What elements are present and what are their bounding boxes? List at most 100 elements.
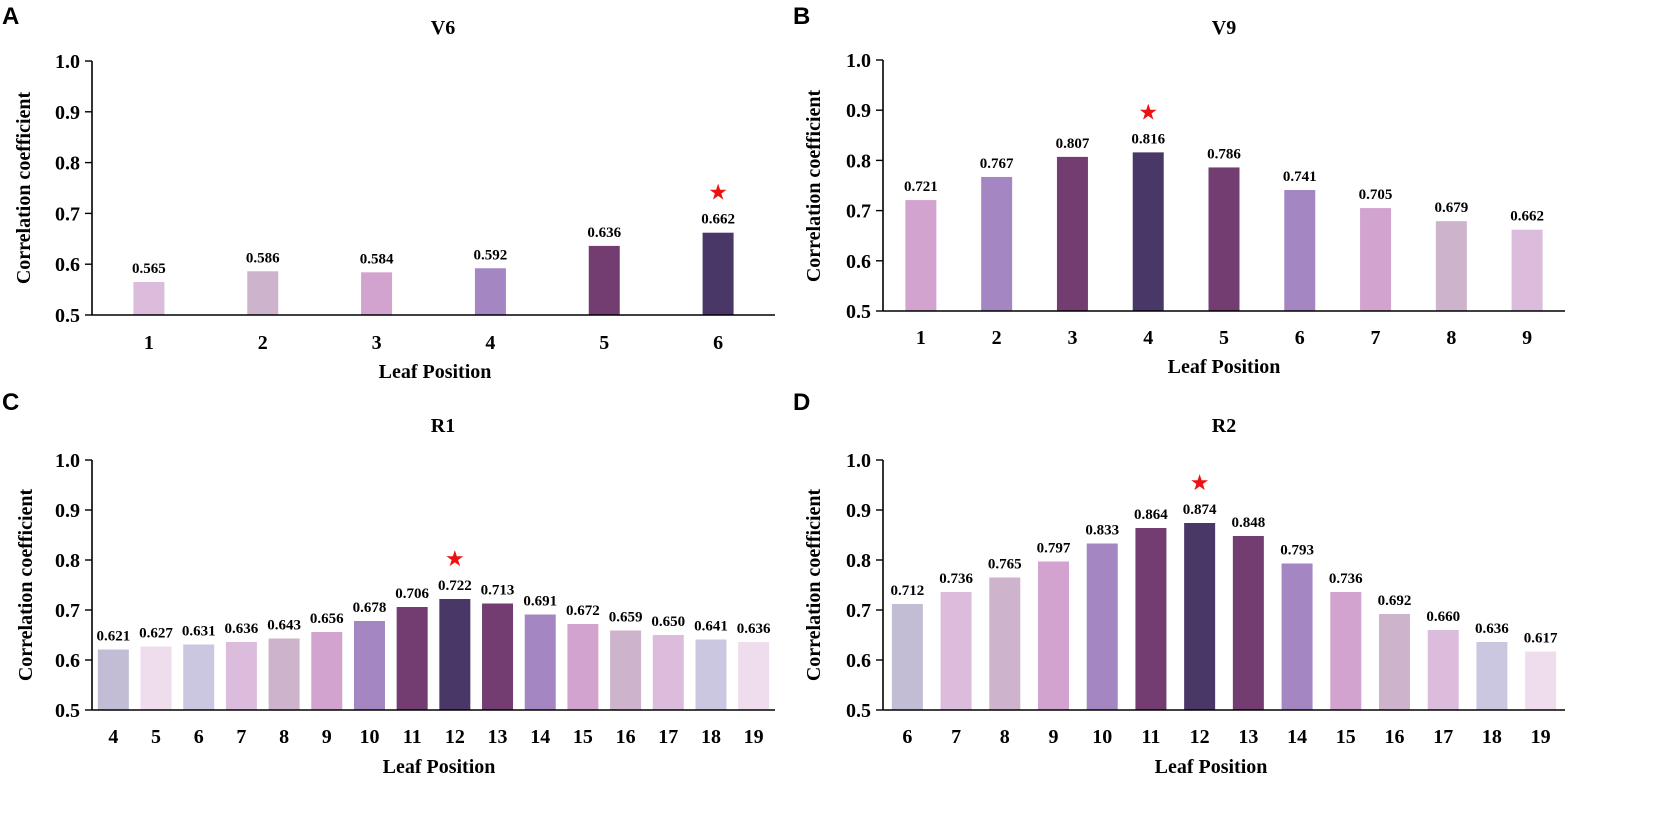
bar-v6-4 [474,268,506,315]
value-label-r2-6: 0.712 [890,583,924,599]
x-tick-label-r1-8: 8 [279,726,289,748]
value-label-v6-2: 0.586 [246,250,280,266]
x-tick-label-r1-19: 19 [744,726,764,748]
x-tick-label-v6-5: 5 [599,332,609,354]
panel-letter-d: D [793,389,810,416]
bar-r2-13 [1232,536,1264,710]
y-tick-label-r1-4: 0.9 [55,500,80,522]
bar-r2-18 [1476,642,1508,710]
bar-r1-9 [311,632,343,710]
x-tick-label-r2-8: 8 [1000,726,1010,748]
x-tick-label-v9-2: 2 [992,327,1002,349]
panel-title-v6: V6 [431,17,455,39]
bar-r1-19 [738,642,770,710]
x-tick-label-v9-3: 3 [1067,327,1077,349]
value-label-r2-16: 0.692 [1378,593,1412,609]
value-label-r2-17: 0.660 [1426,609,1460,625]
bar-v9-8 [1435,221,1467,311]
x-axis-title-v6: Leaf Position [379,361,492,383]
value-label-r2-13: 0.848 [1231,515,1265,531]
x-tick-label-v6-1: 1 [144,332,154,354]
value-label-r2-12: 0.874 [1183,502,1217,518]
value-label-r2-8: 0.765 [988,557,1022,573]
bar-r2-12 [1184,523,1216,710]
bar-v6-1 [133,281,165,315]
x-tick-label-v6-2: 2 [258,332,268,354]
chart-v6: 0.5 0.6 0.7 0.8 0.9 1.0 0.565 1 0.586 2 0.584 3 0.59… [55,51,775,354]
panel-d: D R2 0.5 0.6 0.7 0.8 0.9 1.0 0.712 6 0.736 7 0.765… [793,389,1565,778]
y-axis-title-v9: Correlation coefficient [803,89,825,282]
y-tick-label-v9-1: 0.6 [846,251,871,273]
bar-v9-3 [1056,156,1088,311]
bar-r1-10 [353,621,385,710]
y-tick-label-v6-0: 0.5 [55,305,80,327]
value-label-r1-17: 0.650 [651,614,685,630]
bar-r2-10 [1086,543,1118,710]
value-label-v9-7: 0.705 [1359,187,1393,203]
value-label-v9-2: 0.767 [980,156,1014,172]
x-tick-label-r2-13: 13 [1238,726,1258,748]
x-tick-label-r1-11: 11 [403,726,422,748]
panel-a: A V6 0.5 0.6 0.7 0.8 0.9 1.0 0.565 1 0.586 2 0.584… [2,3,775,383]
x-tick-label-r1-18: 18 [701,726,721,748]
value-label-v6-5: 0.636 [587,225,621,241]
x-tick-label-r1-7: 7 [236,726,246,748]
y-tick-label-r1-5: 1.0 [55,450,80,472]
x-tick-label-v9-9: 9 [1522,327,1532,349]
value-label-v6-6: 0.662 [701,212,735,228]
value-label-r1-19: 0.636 [737,621,771,637]
bar-r1-17 [652,635,684,710]
y-tick-label-r1-2: 0.7 [55,600,80,622]
y-tick-label-v6-4: 0.9 [55,102,80,124]
y-tick-label-v6-1: 0.6 [55,254,80,276]
bar-v6-3 [361,272,393,315]
x-tick-label-r2-12: 12 [1190,726,1210,748]
y-axis-title-r2: Correlation coefficient [803,488,825,681]
x-tick-label-r1-17: 17 [658,726,678,748]
bar-r2-14 [1281,563,1313,710]
value-label-v6-3: 0.584 [360,251,394,267]
y-tick-label-r2-5: 1.0 [846,450,871,472]
value-label-r1-6: 0.631 [182,624,216,640]
chart-r1: 0.5 0.6 0.7 0.8 0.9 1.0 0.621 4 0.627 5 0.631 6 0.63… [55,450,775,748]
value-label-r1-7: 0.636 [225,621,259,637]
bar-r2-19 [1525,651,1557,710]
bar-r1-4 [97,649,129,710]
panel-letter-c: C [2,389,19,416]
x-tick-label-r2-7: 7 [951,726,961,748]
bar-r1-6 [183,644,215,710]
bar-r2-7 [940,592,972,710]
x-tick-label-r2-11: 11 [1141,726,1160,748]
x-tick-label-v9-1: 1 [916,327,926,349]
value-label-r1-16: 0.659 [609,610,643,626]
x-axis-title-v9: Leaf Position [1168,356,1281,378]
x-tick-label-v9-8: 8 [1446,327,1456,349]
x-tick-label-r2-9: 9 [1049,726,1059,748]
y-tick-label-r2-1: 0.6 [846,650,871,672]
x-tick-label-v6-3: 3 [372,332,382,354]
bar-v6-5 [588,245,620,315]
bar-v9-4 [1132,152,1164,311]
value-label-r1-9: 0.656 [310,611,344,627]
chart-r2: 0.5 0.6 0.7 0.8 0.9 1.0 0.712 6 0.736 7 0.765 8 0.79… [846,450,1565,748]
value-label-v6-1: 0.565 [132,261,166,277]
x-tick-label-r1-12: 12 [445,726,465,748]
y-tick-label-r2-4: 0.9 [846,500,871,522]
value-label-r2-9: 0.797 [1037,541,1071,557]
y-tick-label-r2-0: 0.5 [846,700,871,722]
bar-r1-18 [695,639,727,710]
highlight-star-r2: ★ [1190,471,1210,496]
panel-title-r1: R1 [431,415,455,437]
panel-letter-a: A [2,3,19,30]
x-tick-label-r2-6: 6 [902,726,912,748]
bar-r1-14 [524,614,556,710]
x-tick-label-r1-16: 16 [616,726,636,748]
panel-title-v9: V9 [1212,17,1236,39]
y-tick-label-v6-5: 1.0 [55,51,80,73]
value-label-r1-18: 0.641 [694,619,728,635]
x-tick-label-r2-17: 17 [1433,726,1453,748]
x-tick-label-v9-5: 5 [1219,327,1229,349]
value-label-v9-9: 0.662 [1510,209,1544,225]
value-label-r1-10: 0.678 [353,600,387,616]
